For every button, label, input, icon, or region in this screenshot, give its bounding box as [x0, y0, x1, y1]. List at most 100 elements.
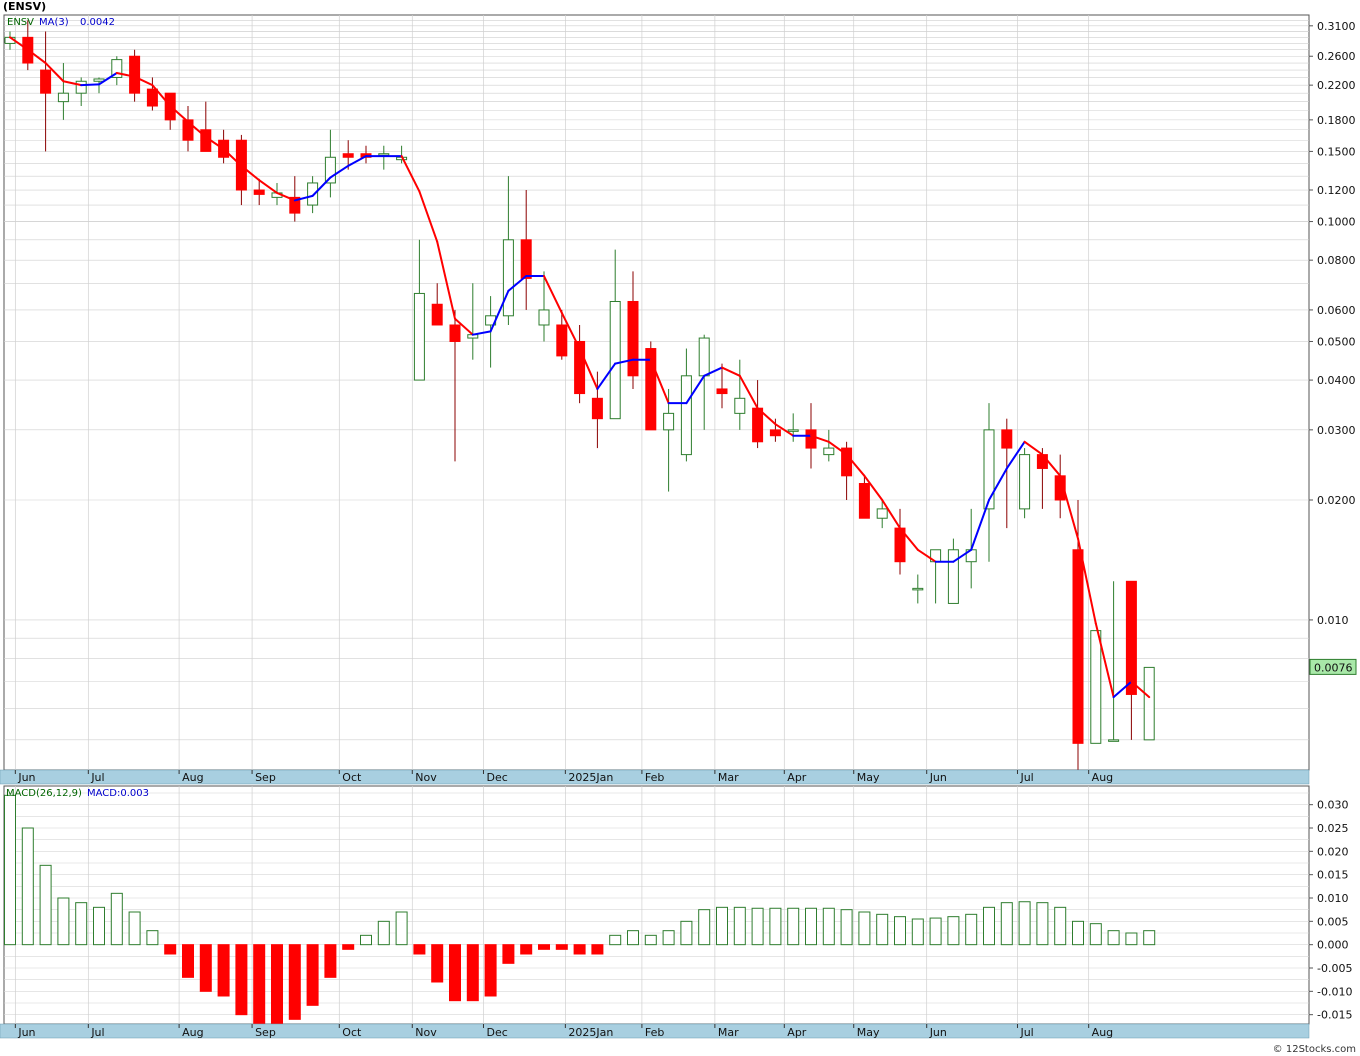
macd-bar: [751, 907, 764, 946]
candle-body: [1143, 666, 1155, 741]
candle: [645, 341, 657, 431]
macd-bar: [733, 906, 746, 946]
macd-bar: [502, 944, 515, 964]
ma3-line-segment: [471, 330, 492, 336]
candle-body: [983, 429, 995, 510]
price-tick-label: 0.1000: [1317, 216, 1356, 229]
price-tick-label: 0.0600: [1317, 304, 1356, 317]
ma3-line-segment: [347, 155, 367, 167]
macd-bar: [449, 944, 461, 1002]
price-panel: 0.3100 0.2600 0.2200 0.1800 0.1500 0.1200 0.10…: [0, 14, 1357, 785]
macd-month-label: Aug: [182, 1026, 203, 1039]
candle: [502, 176, 514, 325]
macd-month-label: Aug: [1092, 1026, 1113, 1039]
ma3-line-segment: [649, 358, 670, 405]
macd-bar: [199, 944, 212, 992]
macd-month-label: Nov: [415, 1026, 437, 1039]
candle: [1019, 448, 1031, 519]
macd-bar: [911, 918, 924, 946]
ma3-line-segment: [1005, 440, 1026, 470]
macd-bar: [360, 934, 372, 946]
candle-body: [574, 340, 586, 395]
candle-body: [111, 59, 123, 78]
macd-bar: [1107, 930, 1120, 946]
candle-body: [253, 189, 265, 195]
ma3-line-segment: [560, 311, 581, 350]
ma3-line-segment: [543, 275, 563, 314]
candle: [983, 403, 995, 562]
ma3-line-segment: [151, 84, 172, 108]
price-month-label: Nov: [415, 771, 437, 784]
macd-bar: [555, 944, 568, 950]
macd-month-label: Apr: [787, 1026, 807, 1039]
macd-bar: [128, 911, 141, 946]
macd-bar: [93, 906, 105, 946]
price-tick-label: 0.0500: [1317, 335, 1356, 348]
candle-body: [93, 78, 105, 82]
macd-tick-label: 0.015: [1317, 869, 1349, 882]
price-month-label: Dec: [486, 771, 507, 784]
candle-body: [449, 324, 461, 342]
candle-body: [146, 88, 158, 107]
ma3-line-segment: [204, 136, 225, 151]
ma3-line-segment: [970, 498, 990, 551]
candle-body: [324, 156, 336, 184]
ma3-line-segment: [418, 190, 439, 243]
macd-bar: [787, 907, 800, 946]
macd-bar: [4, 794, 16, 946]
ma3-line-segment: [596, 362, 617, 390]
macd-bar: [110, 892, 123, 946]
candle-body: [40, 69, 52, 94]
candle-body: [520, 239, 532, 279]
ma3-line-segment: [774, 423, 795, 437]
candle: [431, 283, 443, 326]
macd-month-label: Mar: [718, 1026, 739, 1039]
macd-bar: [164, 944, 177, 955]
price-month-label: Mar: [718, 771, 739, 784]
candle-body: [769, 429, 781, 437]
candle-body: [680, 375, 692, 456]
ma3-line-segment: [26, 48, 47, 65]
macd-bar: [1072, 920, 1084, 946]
price-month-label: Jun: [929, 771, 947, 784]
candle-body: [182, 119, 194, 141]
macd-bar: [342, 944, 355, 950]
macd-bar: [1054, 906, 1067, 946]
macd-bar: [21, 827, 34, 946]
page-title: (ENSV): [3, 0, 47, 13]
macd-title: MACD(26,12,9): [6, 788, 82, 799]
price-month-label: May: [857, 771, 880, 784]
candle: [556, 309, 568, 360]
macd-tick-label: -0.015: [1317, 1009, 1352, 1022]
candle-body: [1125, 580, 1137, 695]
candle: [1090, 630, 1102, 744]
candle-body: [627, 300, 639, 377]
macd-tick-label: -0.005: [1317, 962, 1352, 975]
macd-panel: 0.030 0.025 0.020 0.015 0.010 0.005 0.000 -0.00…: [0, 785, 1352, 1039]
macd-tick-label: 0.025: [1317, 822, 1349, 835]
macd-bar: [680, 920, 693, 946]
candle: [912, 574, 924, 604]
candle: [520, 190, 532, 310]
macd-bar: [1000, 902, 1013, 946]
ma3-line-segment: [810, 434, 830, 443]
macd-month-label: Feb: [645, 1026, 664, 1039]
ma3-line-segment: [400, 155, 421, 193]
macd-tick-label: 0.005: [1317, 915, 1349, 928]
price-month-label: Jun: [17, 771, 35, 784]
macd-bar: [769, 907, 782, 946]
candle-body: [663, 412, 675, 431]
ma3-line-segment: [454, 317, 474, 336]
macd-tick-label: 0.020: [1317, 845, 1349, 858]
candle-body: [1108, 739, 1120, 742]
candle: [734, 359, 746, 430]
price-tick-label: 0.010: [1317, 614, 1349, 627]
macd-bar: [306, 944, 319, 1006]
macd-bar: [377, 920, 390, 946]
candle-body: [1001, 429, 1013, 449]
ma3-line-segment: [133, 75, 154, 87]
candle-body: [1090, 630, 1102, 744]
ma3-line-segment: [115, 72, 136, 78]
ma3-line-segment: [1023, 440, 1044, 456]
macd-bar: [235, 944, 248, 1016]
